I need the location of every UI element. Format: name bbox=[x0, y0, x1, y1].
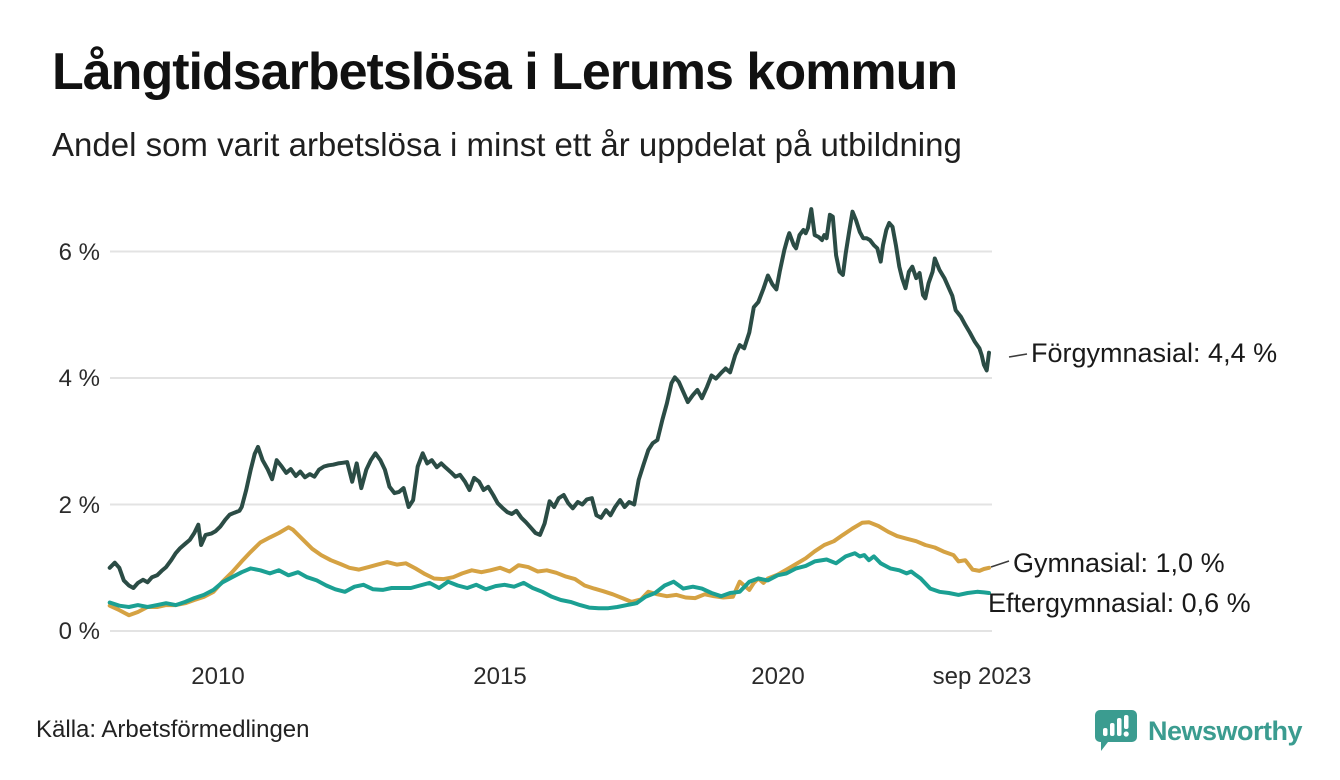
newsworthy-logo-icon bbox=[1094, 710, 1137, 751]
y-tick-6: 6 % bbox=[59, 239, 100, 266]
label-connectors bbox=[990, 353, 1028, 568]
series-lines bbox=[107, 207, 991, 618]
x-tick-2015: 2015 bbox=[473, 663, 526, 690]
series-end-labels: Förgymnasial: 4,4 % Gymnasial: 1,0 % Eft… bbox=[988, 338, 1277, 618]
brand-block: Newsworthy bbox=[1094, 708, 1303, 754]
x-tick-2010: 2010 bbox=[191, 663, 244, 690]
chart-title: Långtidsarbetslösa i Lerums kommun bbox=[52, 43, 958, 101]
label-gymnasial: Gymnasial: 1,0 % bbox=[1013, 548, 1225, 578]
label-forgymnasial: Förgymnasial: 4,4 % bbox=[1031, 338, 1277, 368]
brand-name: Newsworthy bbox=[1147, 715, 1303, 746]
label-eftergymnasial: Eftergymnasial: 0,6 % bbox=[988, 588, 1251, 618]
source-text: Källa: Arbetsförmedlingen bbox=[36, 716, 310, 743]
chart-subtitle: Andel som varit arbetslösa i minst ett å… bbox=[52, 126, 962, 163]
y-tick-0: 0 % bbox=[59, 618, 100, 645]
x-tick-sep-2023: sep 2023 bbox=[933, 663, 1032, 690]
label-connector-gymnasial bbox=[990, 560, 1010, 568]
series-line-forgymnasial bbox=[107, 207, 991, 590]
y-tick-4: 4 % bbox=[59, 365, 100, 392]
x-axis-labels: 2010 2015 2020 sep 2023 bbox=[191, 663, 1031, 690]
series-line-eftergymnasial bbox=[107, 551, 991, 611]
label-connector-forgymnasial bbox=[1008, 353, 1028, 358]
y-tick-2: 2 % bbox=[59, 492, 100, 519]
y-axis-labels: 0 % 2 % 4 % 6 % bbox=[59, 239, 100, 645]
series-line-gymnasial bbox=[107, 520, 991, 618]
x-tick-2020: 2020 bbox=[751, 663, 804, 690]
